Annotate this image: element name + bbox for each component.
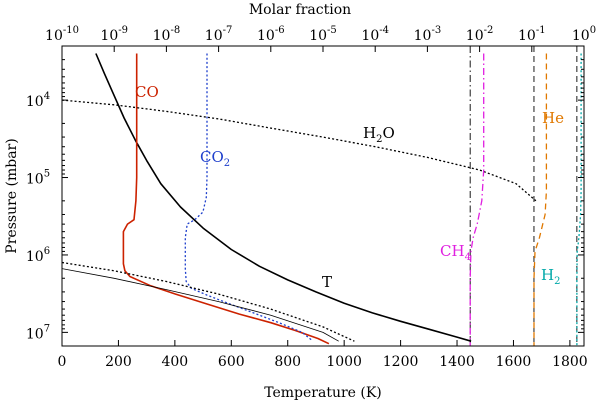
series-line-unnamed	[62, 261, 355, 342]
y-axis-title: Pressure (mbar)	[4, 138, 20, 253]
x-tick-label: 1800	[552, 354, 588, 370]
x-tick-label: 200	[105, 354, 132, 370]
series-line-ch4	[469, 53, 485, 346]
series-line-unnamed	[62, 268, 339, 342]
series-line-he	[533, 53, 548, 346]
series-label-h2o: H2O	[363, 124, 395, 145]
x-top-axis-title: Molar fraction	[249, 2, 351, 18]
x-tick-label: 0	[58, 354, 67, 370]
x-tick-label: 1400	[439, 354, 475, 370]
series-label-ch4: CH4	[440, 242, 471, 263]
series-line-t	[95, 53, 472, 342]
x-tick-label: 800	[274, 354, 301, 370]
x-tick-label: 600	[218, 354, 245, 370]
x-tick-label: 1600	[496, 354, 532, 370]
series-label-co: CO	[135, 83, 159, 101]
series-line-co	[122, 53, 330, 345]
x-axis-title: Temperature (K)	[264, 385, 382, 401]
x-tick-label: 400	[161, 354, 188, 370]
series-line-co2	[184, 53, 312, 341]
x-tick-label: 1200	[383, 354, 419, 370]
x-tick-label: 1000	[326, 354, 362, 370]
series-layer	[62, 46, 582, 346]
series-label-t: T	[322, 273, 332, 291]
series-label-co2: CO2	[200, 148, 230, 169]
series-label-he: He	[542, 109, 564, 127]
